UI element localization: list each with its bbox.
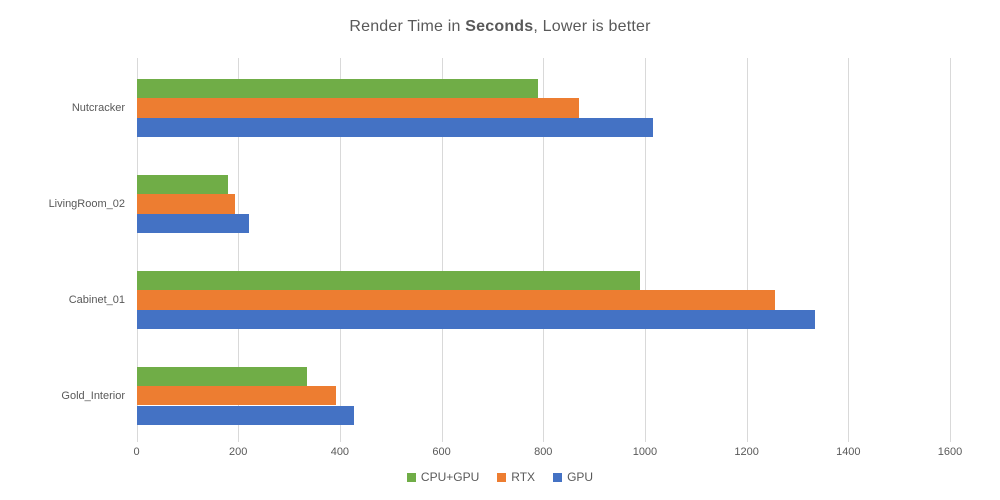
legend-label: GPU [567,470,594,484]
chart-title-bold: Seconds [465,18,534,35]
gridline-x-1400 [848,58,850,442]
gridline-x-1000 [644,58,646,442]
chart-title-suffix: , Lower is better [533,18,651,35]
bar-cpu-gpu-nutcracker [136,79,539,99]
gridline-x-800 [543,58,545,442]
bar-cpu-gpu-gold_interior [136,366,307,387]
chart-title: Render Time in Seconds, Lower is better [0,18,1000,36]
x-axis-tick-label: 1200 [734,446,759,458]
bar-gpu-gold_interior [136,405,355,425]
x-axis-tick-label: 0 [133,446,140,458]
bar-rtx-livingroom_02 [136,194,235,214]
x-axis-tick-label: 1000 [632,446,658,458]
x-axis-tick-label: 1400 [836,446,861,458]
gridline-x-400 [339,58,341,442]
legend: CPU+GPU RTX GPU [0,470,1000,484]
chart-title-prefix: Render Time in [349,18,466,35]
legend-item-rtx: RTX [497,470,535,484]
legend-swatch-icon [553,472,563,482]
legend-label: CPU+GPU [420,470,480,484]
legend-swatch-icon [497,472,507,482]
x-axis-tick-label: 400 [330,446,350,458]
bar-gpu-nutcracker [136,117,653,138]
category-label-nutcracker: Nutcracker [71,102,125,115]
x-axis-tick-label: 200 [229,446,248,458]
gridline-x-1600 [950,58,951,442]
x-axis-tick-label: 600 [432,446,451,458]
x-axis-tick-label: 800 [534,446,553,458]
bar-gpu-cabinet_01 [136,309,816,329]
legend-label: RTX [511,470,536,484]
category-label-gold_interior: Gold_Interior [61,389,125,402]
legend-item-cpu-gpu: CPU+GPU [406,470,480,484]
legend-swatch-icon [406,472,416,482]
category-label-livingroom_02: LivingRoom_02 [48,198,125,210]
bar-rtx-gold_interior [136,386,337,406]
bar-cpu-gpu-livingroom_02 [136,174,229,195]
gridline-x-600 [441,58,443,442]
bar-rtx-cabinet_01 [136,290,775,310]
category-label-cabinet_01: Cabinet_01 [68,293,125,306]
legend-item-gpu: GPU [553,470,593,484]
gridline-x-1200 [746,58,748,442]
x-axis-tick-label: 1600 [937,446,963,458]
bar-gpu-livingroom_02 [136,213,250,234]
bar-cpu-gpu-cabinet_01 [136,270,640,291]
gridline-x-0 [136,58,138,442]
bar-rtx-nutcracker [136,98,579,118]
gridline-x-200 [238,58,240,442]
